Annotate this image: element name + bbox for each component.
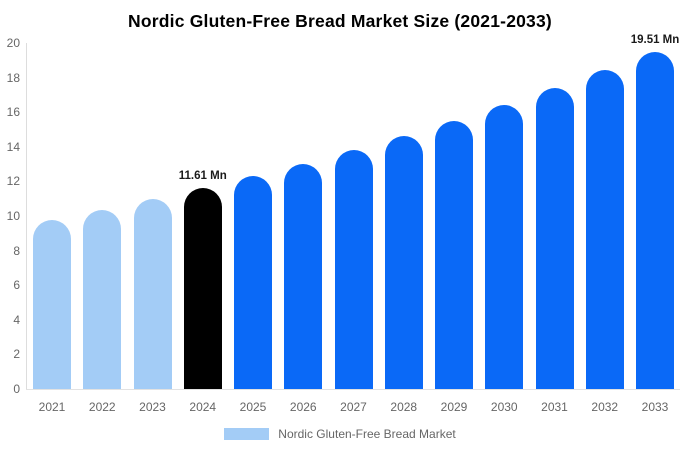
bar-2023[interactable] bbox=[133, 199, 172, 389]
bar-column-2028: 2028 bbox=[384, 43, 423, 414]
bar-column-2027: 2027 bbox=[334, 43, 373, 414]
bar-column-2022: 2022 bbox=[83, 43, 122, 414]
bar-column-2023: 2023 bbox=[133, 43, 172, 414]
y-tick-label-8: 8 bbox=[13, 243, 20, 258]
bar-2021[interactable] bbox=[33, 220, 71, 389]
bar-2032[interactable] bbox=[585, 70, 624, 389]
x-tick-label-2024: 2024 bbox=[189, 400, 217, 414]
bar-2029[interactable] bbox=[435, 121, 473, 389]
x-tick-label-2023: 2023 bbox=[139, 400, 166, 414]
bar-2030[interactable] bbox=[485, 105, 524, 389]
x-tick-label-2031: 2031 bbox=[541, 400, 568, 414]
x-tick-label-2029: 2029 bbox=[440, 400, 468, 414]
x-tick-label-2022: 2022 bbox=[88, 400, 116, 414]
bar-column-2026: 2026 bbox=[284, 43, 323, 414]
x-tick-label-2026: 2026 bbox=[289, 400, 317, 414]
y-tick-label-14: 14 bbox=[6, 139, 20, 154]
bar-column-2032: 2032 bbox=[585, 43, 624, 414]
x-tick-label-2033: 2033 bbox=[641, 400, 669, 414]
x-tick-label-2032: 2032 bbox=[591, 400, 619, 414]
bar-column-2025: 2025 bbox=[234, 43, 272, 414]
bar-column-2033: 19.51 Mn 2033 bbox=[631, 34, 680, 415]
chart-title: Nordic Gluten-Free Bread Market Size (20… bbox=[128, 11, 552, 31]
bar-column-2024: 11.61 Mn 2024 bbox=[179, 43, 227, 414]
y-tick-label-20: 20 bbox=[6, 36, 20, 50]
legend-label: Nordic Gluten-Free Bread Market bbox=[278, 427, 456, 441]
bar-2028[interactable] bbox=[384, 136, 423, 389]
y-tick-label-18: 18 bbox=[6, 70, 20, 85]
bar-column-2021: 2021 bbox=[33, 43, 71, 414]
y-tick-label-2: 2 bbox=[13, 347, 20, 362]
y-axis: 0 2 4 6 8 10 12 14 16 18 20 bbox=[0, 0, 20, 450]
bar-2031[interactable] bbox=[535, 88, 574, 389]
x-tick-label-2027: 2027 bbox=[340, 400, 367, 414]
data-label-2033: 19.51 Mn bbox=[630, 33, 680, 46]
bar-2033[interactable] bbox=[636, 51, 674, 389]
x-tick-label-2025: 2025 bbox=[239, 400, 267, 414]
bar-2025[interactable] bbox=[234, 176, 272, 389]
legend-swatch bbox=[224, 428, 270, 440]
x-axis-line bbox=[26, 389, 680, 390]
y-tick-label-0: 0 bbox=[13, 382, 20, 396]
y-axis-line bbox=[26, 43, 27, 389]
data-label-2024: 11.61 Mn bbox=[178, 170, 227, 183]
y-tick-label-10: 10 bbox=[6, 209, 20, 223]
bar-2027[interactable] bbox=[334, 150, 373, 389]
bar-2026[interactable] bbox=[284, 163, 323, 389]
y-tick-label-4: 4 bbox=[13, 312, 20, 327]
y-tick-label-16: 16 bbox=[6, 105, 20, 120]
x-tick-label-2021: 2021 bbox=[38, 400, 66, 414]
y-tick-label-6: 6 bbox=[13, 278, 20, 293]
bar-column-2030: 2030 bbox=[485, 43, 524, 414]
bar-column-2029: 2029 bbox=[435, 43, 473, 414]
bar-column-2031: 2031 bbox=[535, 43, 574, 414]
bar-2024[interactable] bbox=[183, 188, 222, 389]
legend-item[interactable]: Nordic Gluten-Free Bread Market bbox=[0, 426, 680, 442]
y-tick-label-12: 12 bbox=[6, 174, 20, 189]
plot-area: 2021 2022 2023 11.61 Mn 2024 2025 2026 2027 2028… bbox=[33, 34, 680, 415]
x-tick-label-2028: 2028 bbox=[390, 400, 418, 414]
x-tick-label-2030: 2030 bbox=[490, 400, 518, 414]
bar-2022[interactable] bbox=[83, 210, 122, 389]
